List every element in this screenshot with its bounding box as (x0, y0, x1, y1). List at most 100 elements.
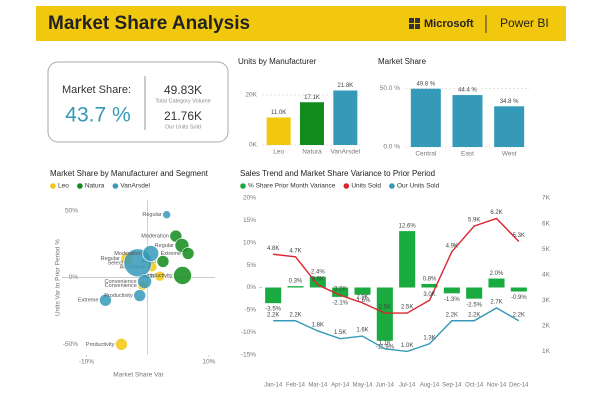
kpi-value: 43.7 % (65, 104, 130, 127)
bar (488, 278, 505, 288)
bar (452, 95, 483, 147)
line (273, 307, 520, 353)
value-label: 1.3K (423, 335, 435, 341)
x-tick-label: East (461, 151, 474, 158)
value-label: 2.2K (468, 312, 480, 318)
kpi-label: Market Share: (62, 84, 131, 96)
value-label: 1.0K (401, 343, 413, 349)
x-tick-label: Leo (273, 149, 284, 156)
y2-tick-label: 2K (542, 323, 551, 330)
value-label: 3.0K (423, 292, 435, 298)
value-label: -11.9% (376, 344, 395, 350)
bubble-label: Moderation (114, 251, 142, 257)
value-label: 5.3K (513, 233, 525, 239)
bar (421, 283, 438, 288)
bubble (173, 266, 192, 285)
value-label: 6.2K (490, 210, 502, 216)
y2-tick-label: 4K (542, 271, 551, 278)
legend-marker (240, 183, 246, 189)
x-tick-label: West (502, 151, 517, 158)
y-tick-label: -15% (241, 351, 256, 358)
x-tick-label: Feb-14 (286, 383, 306, 389)
value-label: 2.5K (401, 305, 413, 311)
bar (265, 287, 282, 304)
bar (309, 276, 326, 288)
bar (300, 102, 324, 145)
y-tick-label: 10% (243, 239, 256, 246)
bubble (154, 270, 166, 282)
x-tick-label: Jun-14 (376, 383, 395, 389)
bubble-label: Productivity (86, 342, 115, 348)
legend-label: VanArsdel (120, 183, 150, 190)
value-label: 5.9K (468, 218, 480, 224)
x-tick-label: Central (415, 151, 437, 158)
y-tick-label: 50% (65, 207, 78, 214)
value-label: 2.2K (289, 312, 301, 318)
bubble (142, 245, 160, 262)
bar (466, 287, 483, 299)
chart-title: Sales Trend and Market Share Variance to… (240, 169, 435, 178)
y-tick-label: -10% (241, 329, 256, 336)
bubble-label: Convenience (105, 279, 137, 285)
value-label: 1.8K (312, 323, 324, 329)
legend-label: Our Units Sold (397, 183, 440, 190)
bubble-label: Select (108, 260, 124, 266)
legend-label: Natura (85, 183, 105, 190)
value-label: -1.3% (444, 297, 460, 303)
value-label: 1.1K (379, 340, 391, 346)
bar (410, 88, 441, 147)
legend-marker (77, 183, 83, 189)
bar (510, 287, 527, 292)
bubble-label: Productivity (104, 293, 133, 299)
value-label: 1.5K (334, 330, 346, 336)
bubble-label: Moderation (141, 234, 169, 240)
y-tick-label: -50% (63, 341, 78, 348)
y-tick-label: 5% (247, 262, 257, 269)
x-tick-label: 10% (202, 359, 215, 366)
x-tick-label: Jul-14 (399, 383, 416, 389)
kpi-total: 49.83K (164, 83, 202, 97)
bubble (137, 274, 152, 289)
y-tick-label: 20% (243, 195, 256, 202)
value-label: 2.5K (379, 305, 391, 311)
value-label: 0.3% (289, 279, 303, 285)
y2-tick-label: 6K (542, 220, 551, 227)
value-label: 0.8% (423, 276, 437, 282)
legend-marker (343, 183, 350, 189)
chart-title: Market Share (378, 57, 427, 66)
bar (399, 231, 416, 288)
x-tick-label: Dec-14 (509, 383, 529, 389)
y-tick-label: 20K (245, 92, 257, 99)
value-label: 1.6K (356, 328, 368, 334)
x-tick-label: -10% (79, 359, 94, 366)
bubble (133, 289, 147, 302)
x-tick-label: Oct-14 (465, 383, 484, 389)
value-label: 21.8K (337, 83, 353, 89)
value-label: 4.7K (289, 248, 301, 254)
value-label: 17.1K (304, 95, 320, 101)
value-label: 49.8 % (416, 81, 435, 87)
y-tick-label: 0.0 % (383, 144, 400, 151)
value-label: 2.2K (446, 312, 458, 318)
bubble (162, 210, 171, 219)
value-label: 4.9K (446, 243, 458, 249)
x-tick-label: Sep-14 (442, 383, 462, 389)
value-label: 34.8 % (500, 99, 519, 105)
bar (332, 287, 349, 297)
legend-label: Units Sold (351, 183, 381, 190)
y2-tick-label: 7K (542, 195, 551, 202)
value-label: 2.4% (311, 269, 325, 275)
legend-marker (112, 183, 119, 189)
bubble-label: Regular (101, 256, 120, 262)
legend-label: Leo (58, 183, 69, 190)
x-axis-label: Market Share Var (113, 372, 164, 379)
bubble-label: Productivity (144, 273, 173, 279)
x-tick-label: May-14 (352, 383, 373, 389)
x-tick-label: Jan-14 (264, 383, 283, 389)
bar (287, 286, 304, 288)
header-band (36, 6, 566, 41)
y2-tick-label: 1K (542, 348, 551, 355)
value-label: 2.2K (513, 312, 525, 318)
value-label: 11.0K (271, 110, 286, 116)
